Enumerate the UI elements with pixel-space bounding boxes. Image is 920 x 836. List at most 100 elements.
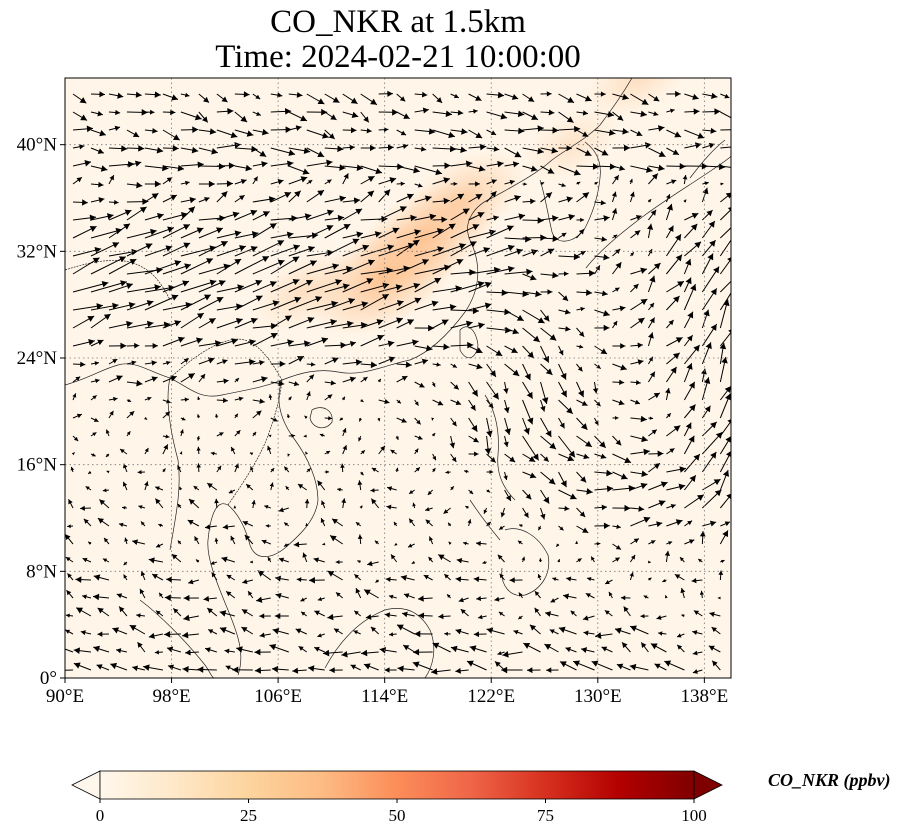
wind-vector-head (406, 193, 414, 200)
wind-vector-head (80, 505, 85, 511)
wind-vector-head (680, 557, 684, 562)
wind-vector-head (577, 366, 583, 372)
wind-vector-head (357, 560, 361, 564)
wind-vector-head (248, 591, 253, 596)
wind-vector-head (226, 591, 232, 597)
wind-vector-head (387, 90, 393, 97)
wind-vector-head (241, 627, 248, 633)
wind-vector-head (214, 340, 222, 347)
wind-vector-head (197, 414, 201, 418)
wind-vector-head (540, 182, 545, 186)
wind-vector-head (68, 499, 73, 505)
wind-vector-head (171, 94, 178, 101)
wind-vector-head (128, 301, 136, 309)
wind-vector-head (317, 480, 323, 487)
wind-vector-head (400, 130, 407, 136)
wind-vector-head (361, 450, 365, 455)
wind-vector-head (73, 662, 81, 669)
wind-vector-head (116, 593, 123, 599)
wind-vector-head (314, 610, 320, 616)
wind-vector-head (115, 109, 121, 116)
concentration-hotspot (403, 150, 527, 246)
wind-vector-head (658, 150, 666, 157)
wind-vector-head (423, 575, 429, 580)
coastline-borneo (324, 608, 435, 678)
wind-vector-head (256, 410, 262, 416)
wind-vector-head (425, 507, 430, 512)
wind-vector-head (640, 482, 648, 490)
wind-vector-head (407, 543, 413, 548)
wind-vector-head (561, 232, 567, 238)
wind-vector-head (89, 226, 97, 232)
wind-vector-head (494, 596, 500, 602)
wind-vector-head (649, 302, 655, 308)
wind-vector-head (513, 629, 519, 635)
wind-vector-head (358, 437, 362, 442)
wind-vector-head (562, 295, 569, 301)
wind-vector-head (518, 127, 525, 135)
y-tick-label: 40°N (17, 135, 58, 156)
wind-vector-head (615, 544, 622, 550)
wind-vector-head (507, 265, 515, 273)
wind-vector-head (340, 341, 347, 349)
wind-vector-head (127, 161, 135, 168)
wind-vector-head (92, 257, 100, 264)
wind-vector-head (431, 383, 436, 387)
wind-vector-head (489, 229, 496, 236)
wind-vector-head (558, 350, 564, 356)
wind-vector-head (497, 651, 502, 656)
wind-vector-head (259, 150, 267, 157)
wind-vector-head (623, 144, 631, 152)
wind-vector-head (70, 466, 75, 471)
wind-vector-head (270, 468, 275, 472)
wind-vector-head (463, 541, 467, 546)
wind-vector-head (307, 245, 315, 253)
wind-vector-head (329, 667, 335, 674)
wind-vector-head (577, 558, 582, 563)
wind-vector-head (387, 486, 393, 491)
wind-vector-head (453, 384, 459, 390)
wind-vector-head (475, 194, 483, 200)
wind-vector-head (268, 196, 276, 203)
wind-vector-head (603, 254, 610, 261)
wind-vector-head (137, 470, 142, 475)
wind-vector-head (503, 475, 508, 480)
wind-vector-head (608, 591, 613, 597)
wind-vector-head (567, 96, 575, 103)
wind-vector-head (332, 263, 339, 270)
wind-vector-head (204, 524, 211, 530)
wind-vector-head (638, 505, 645, 512)
wind-vector-head (269, 223, 277, 230)
wind-vector-head (216, 297, 224, 303)
wind-vector-head (444, 631, 448, 636)
wind-vector-head (410, 214, 417, 222)
wind-vector-head (288, 149, 296, 157)
wind-vector-head (696, 494, 704, 501)
wind-vector-head (326, 451, 331, 455)
wind-vector-head (601, 504, 608, 511)
wind-vector-head (566, 145, 572, 152)
wind-vector-head (708, 645, 715, 651)
wind-vector-head (297, 483, 304, 489)
wind-vector-head (694, 142, 702, 149)
wind-vector (180, 280, 217, 293)
wind-vector-head (470, 404, 476, 411)
wind-vector-head (321, 108, 328, 116)
wind-vector-head (461, 128, 468, 135)
wind-vector-head (601, 149, 609, 156)
wind-vector-head (689, 475, 696, 483)
wind-vector-head (575, 541, 578, 545)
wind-vector-head (219, 627, 227, 634)
wind-vector-head (502, 651, 509, 658)
wind-vector-head (145, 243, 153, 250)
wind-vector-head (573, 253, 580, 261)
wind-vector-head (331, 357, 339, 364)
wind-vector-head (327, 570, 335, 577)
x-tick-label: 90°E (46, 686, 84, 707)
wind-vector-head (139, 206, 147, 213)
wind-vector-head (285, 126, 292, 133)
wind-vector-head (148, 557, 155, 564)
wind-vector-head (467, 519, 472, 524)
wind-vector-head (552, 271, 559, 279)
wind-vector-head (277, 179, 284, 185)
